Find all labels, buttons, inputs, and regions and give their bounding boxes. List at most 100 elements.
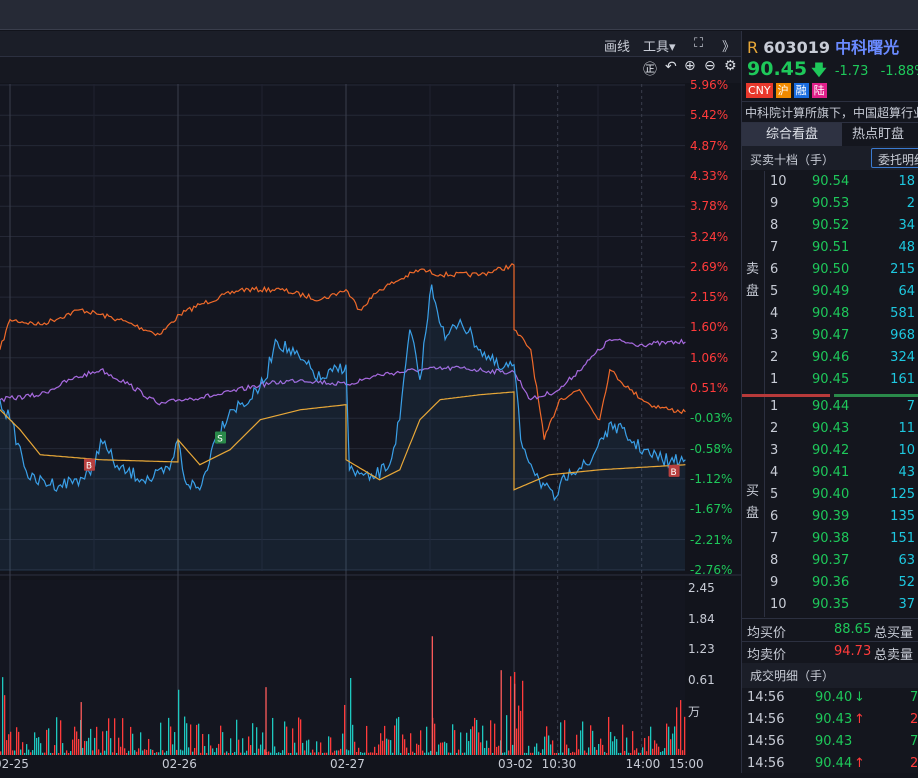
- volume-bar: [378, 744, 380, 755]
- chart-canvas[interactable]: B S B: [0, 84, 741, 773]
- volume-bar: [244, 752, 246, 755]
- volume-bar: [70, 751, 72, 755]
- buy-level-row[interactable]: 7 90.38 151: [742, 531, 918, 553]
- buy-level-row[interactable]: 10 90.35 37: [742, 597, 918, 619]
- sell-level-row[interactable]: 7 90.51 48: [742, 240, 918, 262]
- sell-level-row[interactable]: 5 90.49 64: [742, 284, 918, 306]
- volume-bar: [522, 680, 524, 755]
- volume-bar: [672, 733, 674, 755]
- window-top-bar: [0, 0, 918, 30]
- y-tick-label: 5.42%: [690, 108, 729, 123]
- volume-bar: [594, 747, 596, 755]
- volume-bar: [260, 744, 262, 755]
- buy-level-row[interactable]: 6 90.39 135: [742, 509, 918, 531]
- sell-level-row[interactable]: 8 90.52 34: [742, 218, 918, 240]
- level-volume: 324: [890, 350, 915, 365]
- tools-dropdown[interactable]: 工具▾: [643, 40, 676, 55]
- volume-bar: [600, 738, 602, 755]
- buy-level-row[interactable]: 8 90.37 63: [742, 553, 918, 575]
- orderbook-title: 买卖十档（手）: [750, 153, 835, 167]
- x-tick-label: 03-02: [498, 757, 533, 771]
- collapse-icon[interactable]: 》: [722, 40, 736, 55]
- order-detail-button[interactable]: 委托明细: [871, 148, 918, 168]
- stock-tag: 融: [793, 83, 809, 98]
- buy-level-row[interactable]: 4 90.41 43: [742, 465, 918, 487]
- volume-bar: [514, 683, 516, 755]
- buy-level-row[interactable]: 5 90.40 125: [742, 487, 918, 509]
- volume-bar: [106, 730, 108, 755]
- volume-bar: [182, 750, 184, 755]
- volume-bar: [450, 752, 452, 755]
- level-index: 4: [770, 465, 779, 480]
- buy-level-row[interactable]: 2 90.43 11: [742, 421, 918, 443]
- volume-bar: [216, 747, 218, 755]
- sell-level-row[interactable]: 4 90.48 581: [742, 306, 918, 328]
- sell-level-row[interactable]: 6 90.50 215: [742, 262, 918, 284]
- volume-bar: [38, 737, 40, 755]
- trade-marker[interactable]: S: [215, 431, 226, 445]
- volume-bar: [60, 720, 62, 755]
- intraday-chart[interactable]: B S B 5.96% 5.42% 4.87% 4.33% 3.78% 3.24% 2.69% 2…: [0, 78, 741, 773]
- sell-level-row[interactable]: 10 90.54 18: [742, 174, 918, 196]
- volume-bar: [578, 749, 580, 755]
- level-index: 8: [770, 553, 779, 568]
- volume-bar: [438, 744, 440, 755]
- volume-bar: [644, 737, 646, 755]
- volume-bar: [130, 726, 132, 755]
- buy-level-row[interactable]: 3 90.42 10: [742, 443, 918, 465]
- volume-bar: [632, 731, 634, 755]
- volume-bar: [584, 750, 586, 755]
- speed-icon[interactable]: ㊣: [643, 62, 657, 78]
- volume-bar: [190, 724, 192, 755]
- volume-bar: [232, 752, 234, 755]
- settings-icon[interactable]: ⚙: [724, 58, 737, 74]
- volume-bar: [624, 750, 626, 755]
- undo-icon[interactable]: ↶: [665, 59, 677, 75]
- volume-bar: [510, 676, 512, 755]
- volume-bar: [204, 746, 206, 755]
- buy-level-row[interactable]: 9 90.36 52: [742, 575, 918, 597]
- volume-bar: [2, 677, 4, 755]
- level-volume: 215: [890, 262, 915, 277]
- zoom-in-icon[interactable]: ⊕: [684, 58, 696, 74]
- level-price: 90.39: [812, 509, 850, 524]
- volume-bar: [370, 752, 372, 755]
- sell-level-row[interactable]: 9 90.53 2: [742, 196, 918, 218]
- stock-description: 中科院计算所旗下，中国超算行业: [742, 101, 918, 123]
- volume-bar: [24, 752, 26, 755]
- volume-bar: [452, 724, 454, 755]
- volume-bar: [492, 752, 494, 755]
- trade-marker[interactable]: B: [83, 458, 95, 472]
- volume-bar: [454, 730, 456, 755]
- zoom-out-icon[interactable]: ⊖: [704, 58, 716, 74]
- level-volume: 2: [906, 196, 915, 211]
- volume-bar: [128, 750, 130, 755]
- level-price: 90.54: [812, 174, 850, 189]
- trade-marker[interactable]: B: [668, 464, 680, 478]
- volume-bar: [360, 752, 362, 755]
- trade-price: 90.43: [815, 712, 853, 727]
- tab-overview[interactable]: 综合看盘: [742, 123, 842, 146]
- volume-bar: [64, 752, 66, 755]
- volume-bar: [166, 750, 168, 755]
- volume-bar: [294, 742, 296, 755]
- last-price: 90.45: [747, 58, 808, 80]
- sell-level-row[interactable]: 1 90.45 161: [742, 372, 918, 394]
- volume-bar: [618, 752, 620, 755]
- volume-bar: [200, 752, 202, 755]
- level-index: 3: [770, 443, 779, 458]
- volume-bar: [318, 752, 320, 755]
- volume-tick-label: 2.45: [688, 581, 715, 595]
- svg-text:B: B: [671, 468, 677, 478]
- draw-button[interactable]: 画线: [604, 40, 631, 55]
- volume-bar: [588, 747, 590, 755]
- fullscreen-icon[interactable]: ⛶: [694, 36, 704, 51]
- sell-level-row[interactable]: 2 90.46 324: [742, 350, 918, 372]
- tab-hotspot[interactable]: 热点盯盘: [852, 127, 905, 142]
- sell-level-row[interactable]: 3 90.47 968: [742, 328, 918, 350]
- volume-bar: [392, 752, 394, 755]
- volume-bar: [4, 695, 6, 755]
- volume-bar: [262, 732, 264, 755]
- buy-level-row[interactable]: 1 90.44 7: [742, 399, 918, 421]
- volume-bar: [54, 745, 56, 755]
